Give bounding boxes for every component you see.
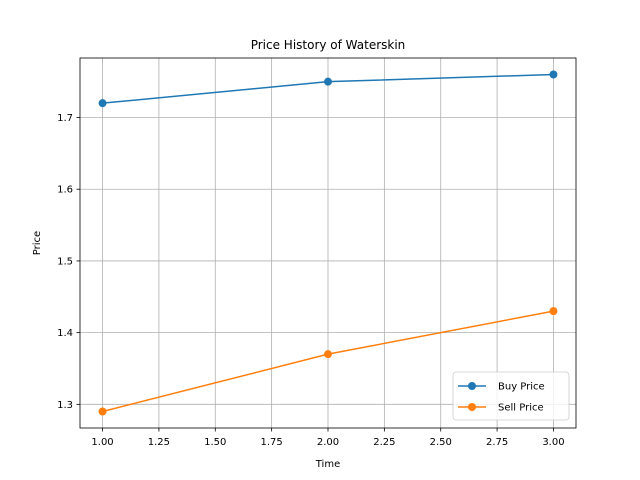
chart-title: Price History of Waterskin xyxy=(251,38,406,52)
x-tick-label: 2.25 xyxy=(373,437,395,448)
y-tick-label: 1.4 xyxy=(57,328,73,339)
legend-marker xyxy=(468,403,476,411)
x-tick-label: 1.00 xyxy=(91,437,113,448)
y-tick-label: 1.6 xyxy=(57,185,73,196)
x-tick-label: 2.00 xyxy=(317,437,339,448)
data-point xyxy=(324,350,332,359)
y-tick-label: 1.5 xyxy=(57,256,73,267)
x-tick-label: 2.50 xyxy=(430,437,452,448)
data-point xyxy=(98,407,107,416)
x-tick-label: 1.25 xyxy=(148,437,170,448)
data-point xyxy=(549,307,558,316)
x-tick-label: 1.75 xyxy=(261,437,283,448)
data-point xyxy=(324,77,332,86)
series-sell-price xyxy=(98,307,558,416)
x-axis: 1.00 1.25 1.50 1.75 2.00 2.25 2.50 2.75 3.00 xyxy=(91,428,565,448)
legend: Buy Price Sell Price xyxy=(452,371,570,421)
x-tick-label: 2.75 xyxy=(486,437,508,448)
series-buy-price xyxy=(98,70,558,108)
data-point xyxy=(98,99,107,108)
data-point xyxy=(549,70,558,79)
grid-lines xyxy=(80,58,576,428)
legend-label: Sell Price xyxy=(498,403,544,414)
x-axis-label: Time xyxy=(315,459,340,470)
legend-box xyxy=(452,371,570,421)
legend-marker xyxy=(468,382,476,390)
y-axis: 1.3 1.4 1.5 1.6 1.7 xyxy=(57,113,80,411)
series-layer xyxy=(98,70,558,416)
y-tick-label: 1.3 xyxy=(57,400,73,411)
x-tick-label: 3.00 xyxy=(542,437,564,448)
y-tick-label: 1.7 xyxy=(57,113,73,124)
y-axis-label: Price xyxy=(32,231,43,255)
x-tick-label: 1.50 xyxy=(204,437,226,448)
legend-label: Buy Price xyxy=(498,382,545,393)
